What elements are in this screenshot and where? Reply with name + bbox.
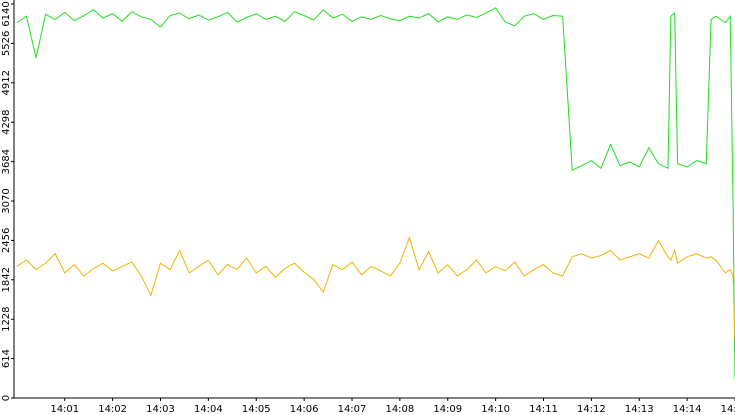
x-tick-label: 14:07 [338, 404, 367, 415]
x-tick-label: 14:12 [577, 404, 606, 415]
x-tick-label: 14:01 [50, 404, 79, 415]
x-tick-label: 14:15 [721, 404, 735, 415]
y-tick-label: 614 [1, 349, 12, 368]
series-line [16, 7, 735, 379]
x-tick-label: 14:13 [625, 404, 654, 415]
x-tick-label: 14:10 [481, 404, 510, 415]
x-tick-label: 14:08 [385, 404, 414, 415]
y-tick-label: 1228 [1, 306, 12, 331]
x-tick-label: 14:09 [433, 404, 462, 415]
x-tick-label: 14:04 [194, 404, 223, 415]
y-tick-label: 5526 [1, 31, 12, 56]
x-tick-label: 14:02 [98, 404, 127, 415]
y-tick-label: 0 [1, 395, 12, 401]
y-tick-label: 1842 [1, 267, 12, 292]
y-tick-label: 4298 [1, 109, 12, 134]
y-tick-label: 6140 [1, 1, 12, 26]
y-tick-label: 2456 [1, 228, 12, 253]
x-tick-label: 14:14 [673, 404, 702, 415]
x-tick-label: 14:06 [290, 404, 319, 415]
x-tick-label: 14:03 [146, 404, 175, 415]
x-tick-label: 14:05 [242, 404, 271, 415]
y-tick-label: 3684 [1, 149, 12, 174]
y-tick-label: 4912 [1, 70, 12, 95]
series-line [16, 236, 735, 341]
x-tick-label: 14:11 [529, 404, 558, 415]
y-tick-label: 3070 [1, 188, 12, 213]
